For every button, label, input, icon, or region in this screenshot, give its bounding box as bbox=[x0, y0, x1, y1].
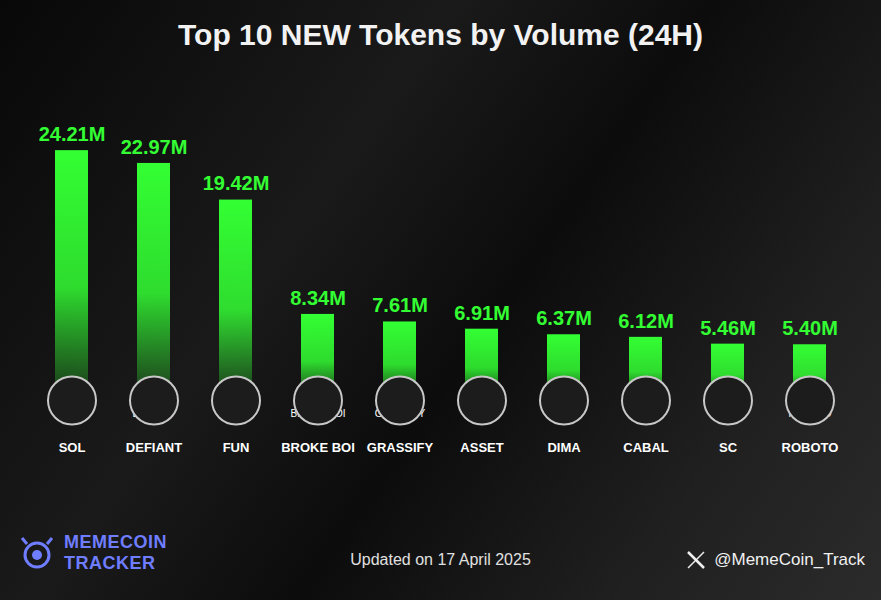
svg-text:22.97M: 22.97M bbox=[121, 136, 188, 158]
svg-text:GRASSIFY: GRASSIFY bbox=[367, 440, 434, 455]
html-text:@MemeCoin_Track: @MemeCoin_Track bbox=[714, 550, 865, 569]
html-text:TRACKER: TRACKER bbox=[64, 553, 156, 573]
svg-text:CABAL: CABAL bbox=[623, 440, 669, 455]
svg-text:FUN: FUN bbox=[223, 440, 250, 455]
svg-text:5.40M: 5.40M bbox=[782, 317, 838, 339]
svg-text:ROBOTO: ROBOTO bbox=[782, 440, 839, 455]
html-text:MEMECOIN: MEMECOIN bbox=[64, 532, 167, 552]
svg-text:SOL: SOL bbox=[59, 440, 86, 455]
svg-text:24.21M: 24.21M bbox=[39, 123, 106, 145]
svg-text:6.12M: 6.12M bbox=[618, 310, 674, 332]
svg-text:5.46M: 5.46M bbox=[700, 317, 756, 339]
svg-text:6.37M: 6.37M bbox=[536, 307, 592, 329]
svg-text:DIMA: DIMA bbox=[547, 440, 581, 455]
html-text:Updated on 17 April 2025: Updated on 17 April 2025 bbox=[350, 551, 531, 568]
svg-text:8.34M: 8.34M bbox=[290, 287, 346, 309]
svg-text:19.42M: 19.42M bbox=[203, 172, 270, 194]
html-text:Top 10 NEW Tokens by Volume (2: Top 10 NEW Tokens by Volume (24H) bbox=[178, 18, 703, 51]
svg-text:6.91M: 6.91M bbox=[454, 302, 510, 324]
svg-text:BROKE BOI: BROKE BOI bbox=[281, 440, 355, 455]
svg-text:SC: SC bbox=[719, 440, 738, 455]
svg-text:7.61M: 7.61M bbox=[372, 294, 428, 316]
svg-text:DEFIANT: DEFIANT bbox=[126, 440, 182, 455]
svg-text:ASSET: ASSET bbox=[460, 440, 503, 455]
